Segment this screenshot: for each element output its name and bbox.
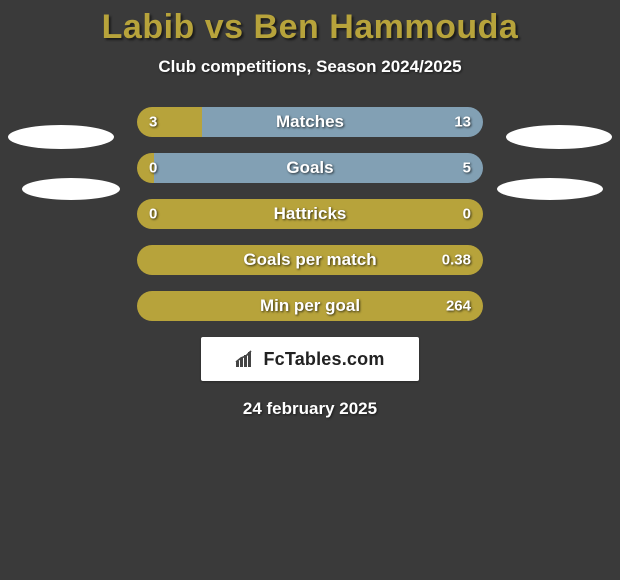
stat-value-left: 0 <box>149 160 157 177</box>
stat-label: Matches <box>276 112 344 132</box>
subtitle: Club competitions, Season 2024/2025 <box>0 57 620 77</box>
stat-value-right: 264 <box>446 298 471 315</box>
player-badge-left <box>22 178 120 200</box>
attribution-text: FcTables.com <box>263 349 384 370</box>
stat-value-right: 0.38 <box>442 252 471 269</box>
attribution-box: FcTables.com <box>201 337 419 381</box>
stat-label: Hattricks <box>274 204 347 224</box>
stat-row: Min per goal 264 <box>137 291 483 321</box>
player-badge-left <box>8 125 114 149</box>
bar-chart-icon <box>235 349 257 369</box>
stat-row: Hattricks 0 0 <box>137 199 483 229</box>
stat-value-right: 0 <box>463 206 471 223</box>
stat-label: Goals <box>286 158 333 178</box>
stat-bar-left <box>137 107 202 137</box>
stat-label: Min per goal <box>260 296 360 316</box>
stat-row: Matches 3 13 <box>137 107 483 137</box>
player-badge-right <box>506 125 612 149</box>
stat-value-right: 13 <box>454 114 471 131</box>
stat-value-left: 3 <box>149 114 157 131</box>
stat-row: Goals 0 5 <box>137 153 483 183</box>
stat-value-right: 5 <box>463 160 471 177</box>
player-badge-right <box>497 178 603 200</box>
stat-label: Goals per match <box>243 250 376 270</box>
page-title: Labib vs Ben Hammouda <box>0 0 620 47</box>
stat-row: Goals per match 0.38 <box>137 245 483 275</box>
stat-value-left: 0 <box>149 206 157 223</box>
date-line: 24 february 2025 <box>0 399 620 419</box>
